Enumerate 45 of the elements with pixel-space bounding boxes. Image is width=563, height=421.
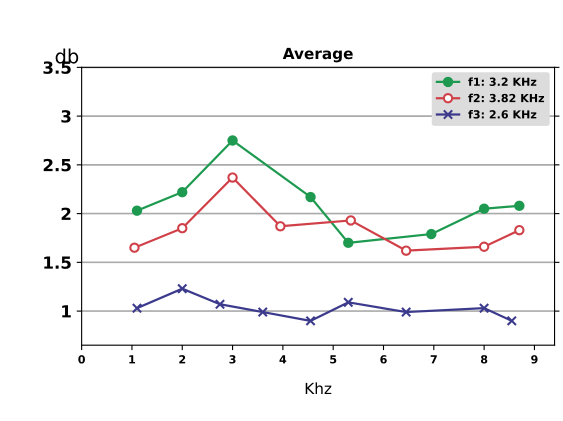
point (177, 223, 188, 234)
y-tick-label: 2 (62, 208, 70, 220)
point (275, 221, 286, 232)
point (478, 302, 490, 314)
point (258, 306, 268, 318)
point (400, 306, 412, 318)
point (514, 200, 525, 212)
x-tick-label: 6 (380, 355, 387, 364)
x-tick-label: 2 (179, 355, 186, 364)
point (400, 245, 412, 256)
point (346, 215, 356, 226)
point (227, 135, 238, 146)
point (478, 204, 490, 214)
point (129, 242, 140, 253)
x-tick-label: 1 (129, 355, 136, 364)
point (227, 172, 238, 183)
y-tick-label: 1.5 (44, 256, 71, 269)
x-tick-label: 8 (480, 355, 488, 364)
point (343, 297, 354, 308)
chart-title: Average (282, 48, 353, 62)
point (305, 192, 316, 202)
point (305, 316, 316, 326)
x-tick-label: 4 (280, 355, 286, 364)
point (214, 299, 226, 310)
legend-label: f3: 2.6 KHz (468, 110, 536, 119)
x-tick-label: 9 (531, 355, 538, 364)
y-tick-label: 1 (62, 305, 71, 318)
x-tick-label: 0 (78, 355, 85, 364)
point (177, 283, 188, 294)
point (177, 186, 188, 198)
point (478, 242, 490, 252)
x-tick-label: 7 (430, 355, 437, 364)
legend-label: f1: 3.2 KHz (468, 77, 536, 86)
point (514, 224, 525, 236)
x-tick-label: 3 (229, 355, 236, 364)
y-tick-label: 2.5 (44, 158, 71, 172)
x-axis-title: Khz (306, 382, 332, 394)
y-tick-label: 3 (61, 110, 71, 123)
point (343, 238, 354, 248)
point (132, 205, 142, 216)
point (506, 316, 518, 326)
point (132, 302, 142, 314)
x-tick-label: 5 (330, 355, 336, 364)
point (426, 228, 437, 240)
legend-label: f2: 3.82 KHz (468, 94, 544, 102)
